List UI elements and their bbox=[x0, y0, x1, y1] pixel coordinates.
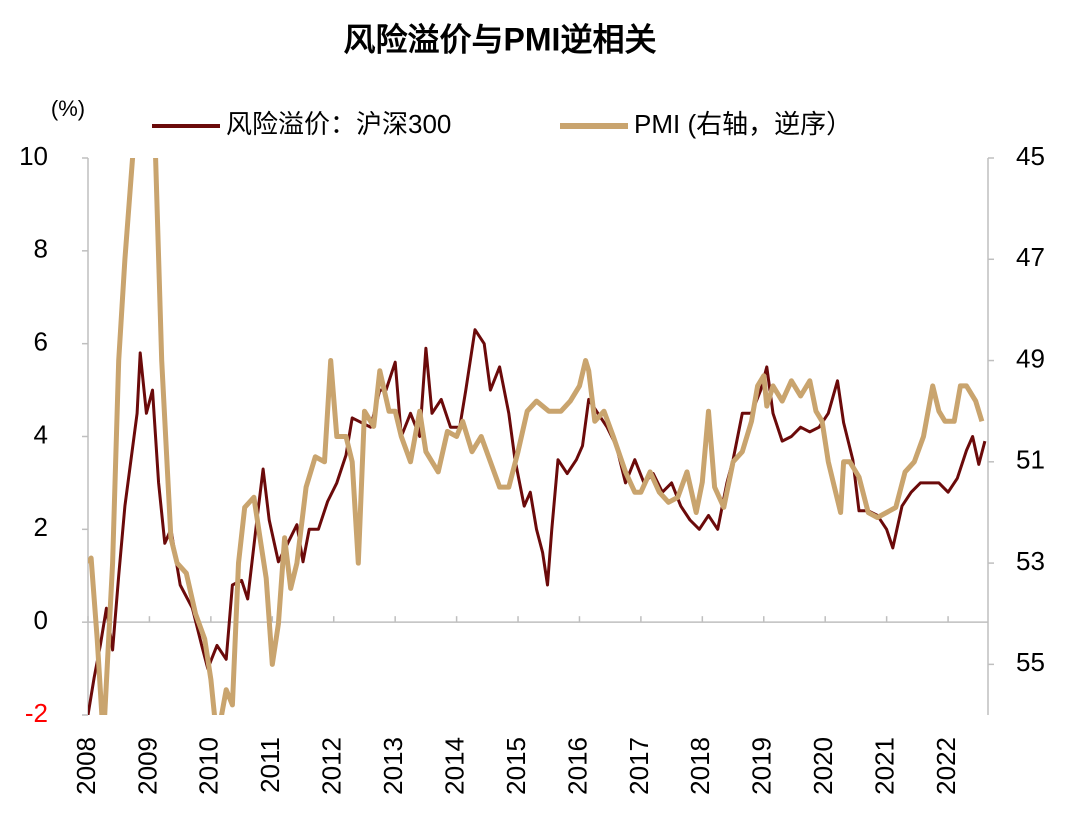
x-tick-label: 2015 bbox=[501, 737, 531, 795]
x-tick-label: 2017 bbox=[624, 737, 654, 795]
x-tick-label: 2013 bbox=[378, 737, 408, 795]
y-tick-label: 10 bbox=[19, 141, 48, 171]
y2-tick-label: 49 bbox=[1016, 343, 1045, 373]
y-tick-label: 6 bbox=[34, 327, 48, 357]
y2-tick-label: 47 bbox=[1016, 242, 1045, 272]
y2-tick-label: 55 bbox=[1016, 647, 1045, 677]
x-tick-label: 2008 bbox=[71, 737, 101, 795]
x-tick-label: 2009 bbox=[132, 737, 162, 795]
y-tick-label: 2 bbox=[34, 512, 48, 542]
x-tick-label: 2016 bbox=[562, 737, 592, 795]
plot-area bbox=[88, 158, 987, 715]
line-series bbox=[88, 328, 987, 715]
y-tick-label: -2 bbox=[25, 698, 48, 728]
x-tick-label: 2021 bbox=[870, 737, 900, 795]
y2-tick-label: 51 bbox=[1016, 445, 1045, 475]
y-axis-label: (%) bbox=[51, 96, 85, 121]
line-series bbox=[88, 158, 985, 715]
y-tick-label: 8 bbox=[34, 234, 48, 264]
x-tick-label: 2010 bbox=[194, 737, 224, 795]
legend-label: 风险溢价：沪深300 bbox=[226, 109, 451, 139]
x-tick-label: 2018 bbox=[685, 737, 715, 795]
x-tick-label: 2020 bbox=[808, 737, 838, 795]
y-tick-label: 0 bbox=[34, 605, 48, 635]
chart-title: 风险溢价与PMI逆相关 bbox=[344, 21, 657, 57]
y-tick-label: 4 bbox=[34, 419, 48, 449]
y2-tick-label: 53 bbox=[1016, 546, 1045, 576]
x-tick-label: 2022 bbox=[931, 737, 961, 795]
x-tick-label: 2012 bbox=[317, 737, 347, 795]
x-tick-label: 2019 bbox=[747, 737, 777, 795]
x-tick-label: 2014 bbox=[439, 737, 469, 795]
legend-label: PMI (右轴，逆序） bbox=[634, 109, 852, 139]
legend: 风险溢价：沪深300 PMI (右轴，逆序） bbox=[152, 109, 852, 139]
y2-tick-label: 45 bbox=[1016, 141, 1045, 171]
x-tick-label: 2011 bbox=[255, 737, 285, 793]
